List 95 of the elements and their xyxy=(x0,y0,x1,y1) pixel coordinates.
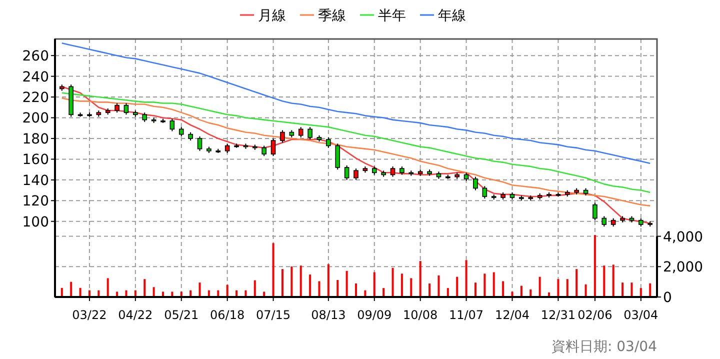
legend-label: 季線 xyxy=(318,8,346,24)
bar xyxy=(622,282,624,297)
x-tick-label: 02/06 xyxy=(578,308,612,322)
bar xyxy=(474,282,476,297)
candlestick xyxy=(592,202,598,221)
candlestick xyxy=(280,130,285,144)
x-tick-label: 07/15 xyxy=(256,308,291,322)
candlestick xyxy=(142,112,148,122)
bar xyxy=(484,274,486,297)
candlestick xyxy=(124,102,129,116)
y-tick-label: 200 xyxy=(22,110,49,127)
bar xyxy=(144,279,146,297)
bar xyxy=(327,264,330,297)
line-series xyxy=(61,42,651,164)
bar xyxy=(410,278,412,297)
y-tick-label: 220 xyxy=(22,90,49,106)
bar xyxy=(400,274,403,297)
bar xyxy=(254,280,256,297)
x-tick-label: 05/21 xyxy=(164,308,199,322)
candlestick xyxy=(298,126,304,138)
bar xyxy=(152,287,155,297)
y2-tick-label: 2,000 xyxy=(663,260,704,276)
bar xyxy=(346,270,348,297)
y-tick-label: 160 xyxy=(22,152,49,168)
candlestick xyxy=(170,118,175,132)
bar xyxy=(419,261,422,297)
x-tick-label: 10/08 xyxy=(403,308,438,322)
candlestick xyxy=(270,138,276,157)
bar xyxy=(373,272,376,297)
bar xyxy=(281,269,284,297)
bar xyxy=(226,284,228,297)
x-tick-label: 06/18 xyxy=(210,308,245,322)
bar xyxy=(538,276,541,297)
bar xyxy=(336,280,339,297)
legend-label: 年線 xyxy=(438,8,466,24)
bar xyxy=(594,235,596,297)
candlestick xyxy=(344,164,350,180)
x-tick-label: 04/22 xyxy=(118,308,153,322)
bar xyxy=(318,281,320,297)
bar xyxy=(465,260,468,297)
bar xyxy=(272,243,274,297)
legend-label: 半年 xyxy=(378,8,406,24)
legend-label: 月線 xyxy=(258,8,286,24)
candlestick xyxy=(308,126,312,140)
x-tick-label: 12/04 xyxy=(494,308,530,322)
bar xyxy=(438,275,440,297)
bar xyxy=(612,264,614,297)
candlestick xyxy=(197,136,202,152)
candlestick xyxy=(482,186,488,200)
candlestick xyxy=(354,168,358,180)
x-tick-label: 11/07 xyxy=(448,308,484,322)
bar xyxy=(106,278,109,297)
x-tick-label: 08/13 xyxy=(311,308,346,322)
y-tick-label: 240 xyxy=(22,69,49,86)
line-series xyxy=(61,97,651,206)
y2-tick-label: 0 xyxy=(663,290,672,306)
bar xyxy=(649,283,652,297)
candlestick xyxy=(114,102,120,114)
bar xyxy=(290,266,293,297)
y-tick-label: 100 xyxy=(22,214,49,230)
bar xyxy=(428,283,431,297)
bar xyxy=(492,272,495,297)
candlestick xyxy=(473,176,478,191)
text: 資料日期: 03/04 xyxy=(551,339,658,355)
bar xyxy=(557,279,560,297)
bar xyxy=(502,281,504,297)
y-tick-label: 120 xyxy=(22,194,49,210)
candlestick xyxy=(326,136,331,148)
y-tick-label: 180 xyxy=(22,131,49,148)
bar xyxy=(456,276,458,297)
bar xyxy=(300,266,302,297)
candlestick xyxy=(602,216,607,228)
bar xyxy=(584,284,587,297)
x-tick-label: 12/31 xyxy=(540,308,576,322)
candlestick xyxy=(262,145,266,157)
y-tick-label: 140 xyxy=(22,172,49,189)
line-series xyxy=(61,92,651,193)
candlestick xyxy=(224,143,230,154)
bar xyxy=(70,282,72,297)
bar xyxy=(630,282,633,297)
bar xyxy=(198,282,201,297)
candlestick xyxy=(178,126,184,137)
x-tick-label: 03/22 xyxy=(72,308,107,322)
candlestick xyxy=(335,143,340,170)
bar xyxy=(355,283,357,297)
bar xyxy=(392,268,394,297)
x-tick-label: 09/09 xyxy=(357,308,392,322)
bar xyxy=(576,269,578,297)
bar xyxy=(603,266,606,297)
y2-tick-label: 4,000 xyxy=(663,229,704,246)
x-tick-label: 03/04 xyxy=(624,308,658,322)
bar xyxy=(566,279,568,297)
candlestick xyxy=(390,166,396,178)
y-tick-label: 260 xyxy=(22,48,49,65)
bar xyxy=(309,274,312,297)
